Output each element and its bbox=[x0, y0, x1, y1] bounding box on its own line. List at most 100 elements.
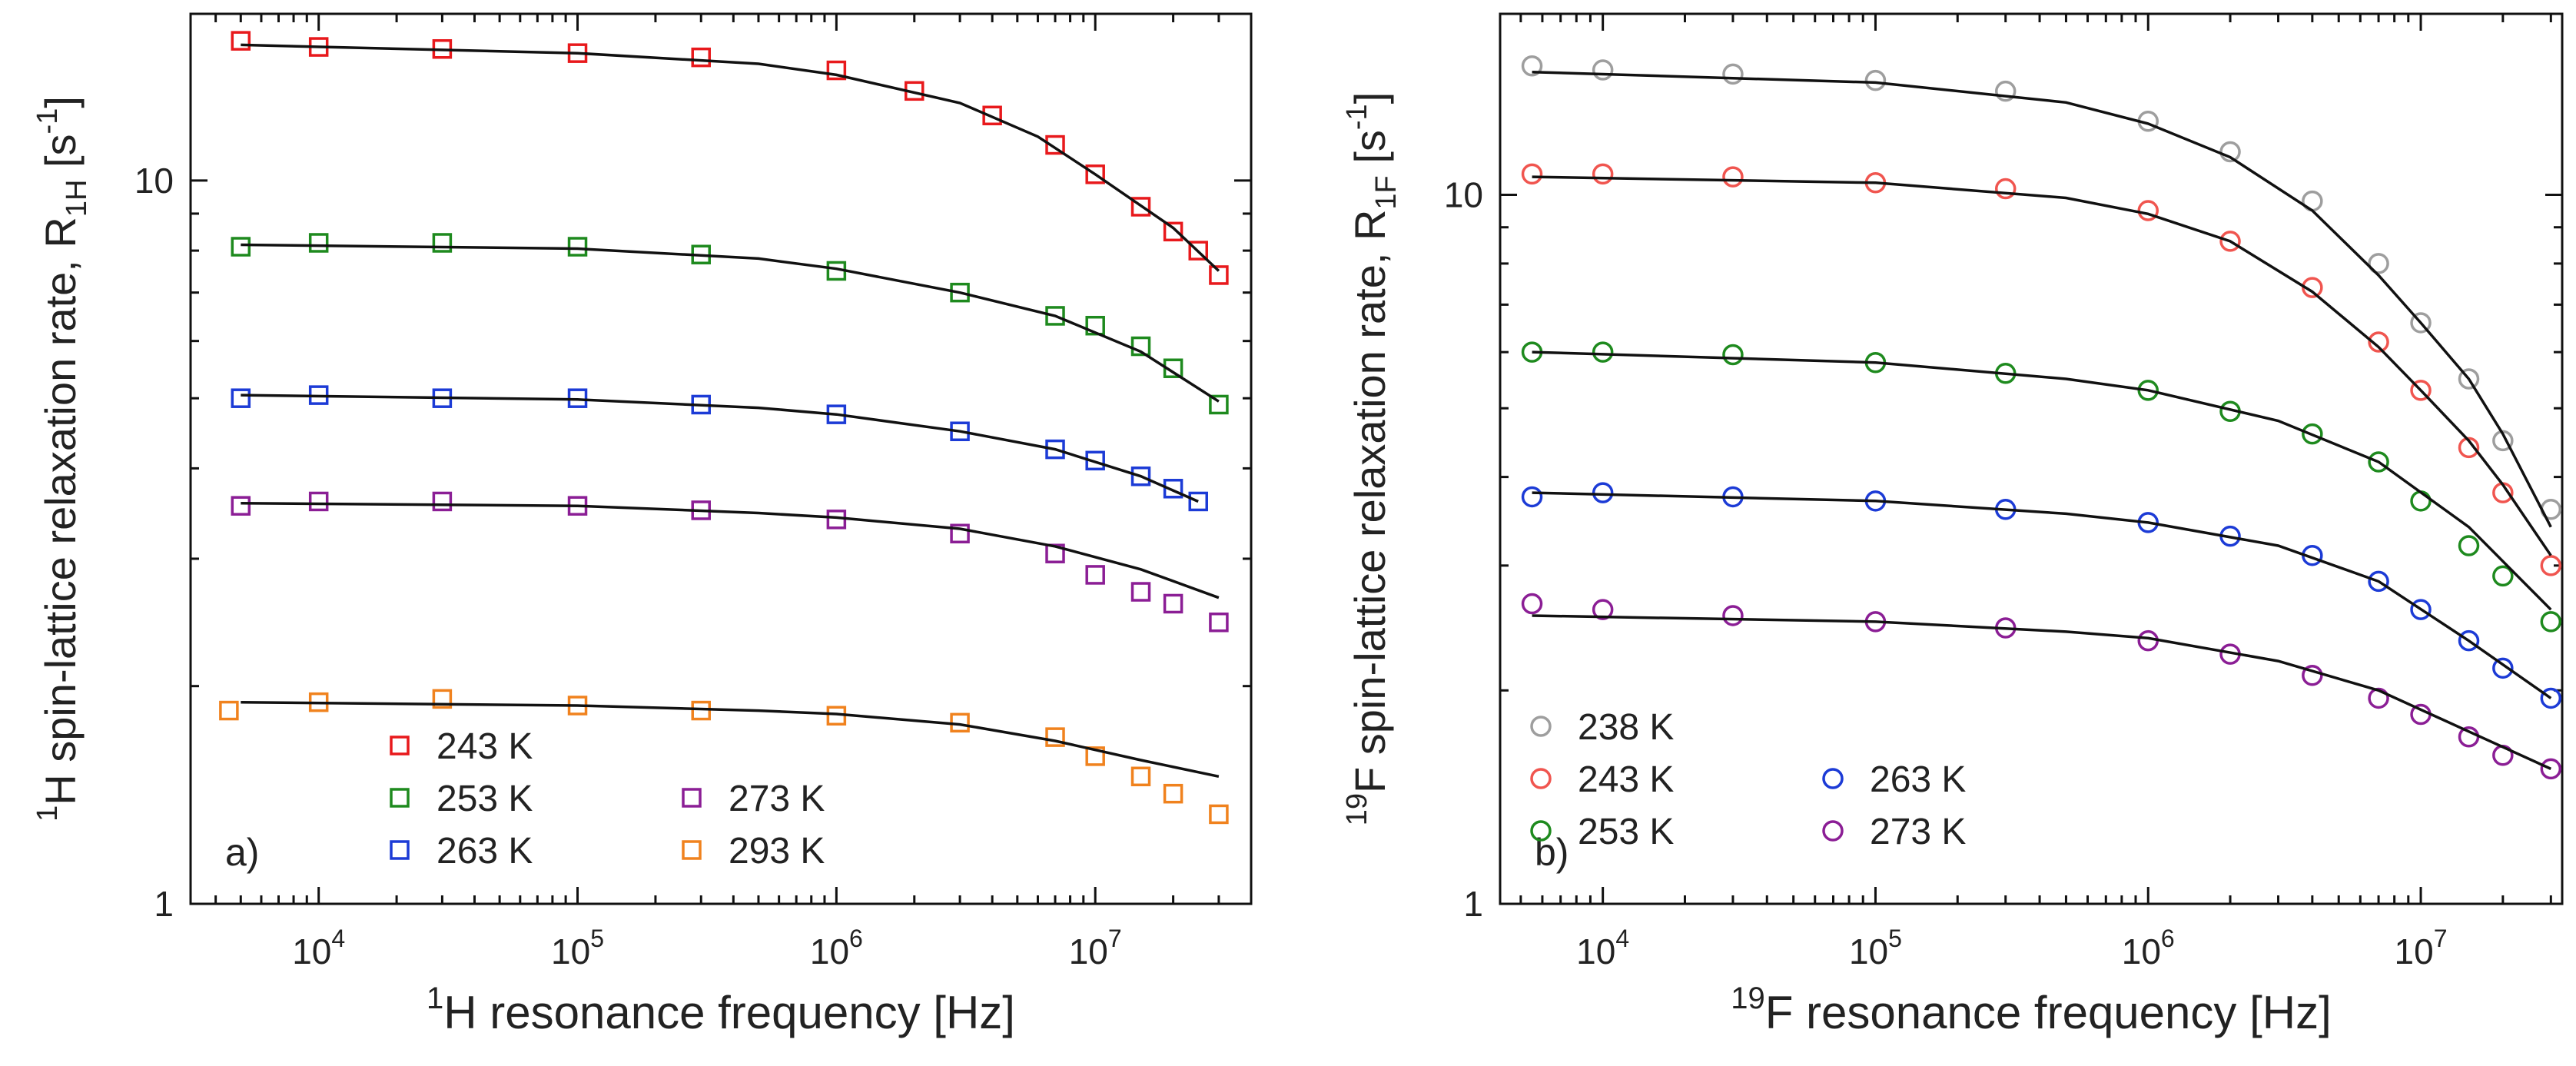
data-point bbox=[1209, 394, 1229, 415]
x-tick-label: 105 bbox=[551, 925, 604, 971]
data-point bbox=[2137, 629, 2159, 652]
data-point bbox=[2368, 331, 2389, 353]
fit-line bbox=[1532, 175, 2552, 556]
data-point bbox=[231, 237, 251, 257]
series-243-K bbox=[1521, 163, 2562, 576]
data-point bbox=[2219, 141, 2241, 163]
data-point bbox=[2458, 437, 2480, 459]
data-point bbox=[1592, 482, 1614, 503]
plot-frame bbox=[1499, 12, 2564, 905]
legend-item: 243 K bbox=[390, 726, 533, 767]
y-tick-label: 10 bbox=[134, 161, 174, 201]
legend-item: 253 K bbox=[390, 779, 533, 819]
data-point bbox=[1722, 63, 1744, 85]
data-point bbox=[1163, 221, 1183, 242]
data-point bbox=[2137, 200, 2159, 221]
x-tick-label: 104 bbox=[292, 925, 345, 971]
legend-item: 238 K bbox=[1530, 707, 1674, 748]
x-tick-label: 107 bbox=[2395, 925, 2448, 971]
x-axis-label: 1H resonance frequency [Hz] bbox=[427, 981, 1015, 1038]
data-point bbox=[1163, 783, 1183, 804]
data-point bbox=[2368, 570, 2389, 593]
data-point bbox=[1085, 565, 1105, 585]
legend-item: 273 K bbox=[1822, 812, 1966, 852]
fit-line bbox=[1532, 350, 2552, 611]
data-point bbox=[1722, 344, 1744, 366]
series-238-K bbox=[1521, 55, 2562, 520]
y-tick-label: 1 bbox=[154, 884, 174, 924]
chart-panel-a: 104 105 106 107 1 10 1H resonance frequency [H… bbox=[32, 12, 1253, 1038]
data-point bbox=[1592, 163, 1614, 185]
data-point bbox=[2540, 758, 2562, 780]
x-tick-label: 107 bbox=[1069, 925, 1122, 971]
data-point bbox=[1592, 599, 1614, 620]
series-253-K bbox=[231, 233, 1229, 415]
data-point bbox=[2492, 657, 2514, 679]
data-point bbox=[567, 237, 588, 257]
legend-marker bbox=[1530, 768, 1552, 789]
data-point bbox=[432, 689, 453, 709]
legend-label: 243 K bbox=[437, 726, 533, 767]
legend-label: 293 K bbox=[729, 831, 825, 872]
data-point bbox=[2302, 664, 2323, 686]
data-point bbox=[1045, 439, 1065, 460]
fit-line bbox=[241, 394, 1199, 503]
data-point bbox=[308, 491, 329, 512]
data-point bbox=[231, 388, 251, 408]
legend-label: 243 K bbox=[1578, 759, 1674, 800]
panel-label: a) bbox=[225, 831, 259, 874]
data-point bbox=[1209, 804, 1229, 825]
legend-label: 263 K bbox=[1870, 759, 1966, 800]
data-point bbox=[2492, 565, 2514, 587]
y-tick-label: 10 bbox=[1444, 174, 1483, 214]
legend: 243 K 253 K 263 K 273 K 293 K bbox=[390, 726, 825, 872]
data-point bbox=[826, 60, 847, 81]
y-tick-label: 1 bbox=[1463, 884, 1483, 924]
legend-label: 273 K bbox=[729, 779, 825, 819]
data-point bbox=[1209, 612, 1229, 633]
data-point bbox=[2540, 687, 2562, 709]
data-point bbox=[432, 233, 453, 253]
fit-line bbox=[241, 501, 1220, 599]
x-tick-label: 105 bbox=[1849, 925, 1902, 971]
fit-line bbox=[1532, 614, 2552, 770]
legend-marker bbox=[1530, 820, 1552, 842]
data-point bbox=[2540, 611, 2562, 633]
series-273-K bbox=[1521, 593, 2562, 780]
data-point bbox=[1188, 241, 1208, 261]
data-point bbox=[1130, 466, 1151, 487]
legend-item: 263 K bbox=[390, 831, 533, 872]
data-point bbox=[950, 282, 970, 303]
plot-frame bbox=[189, 12, 1253, 905]
legend-marker bbox=[682, 788, 702, 808]
series-253-K bbox=[1521, 341, 2562, 633]
legend-label: 238 K bbox=[1578, 707, 1674, 748]
data-point bbox=[1085, 746, 1105, 766]
data-point bbox=[1722, 166, 1744, 188]
fit-line bbox=[1532, 491, 2552, 699]
fit-line bbox=[1532, 70, 2552, 528]
data-point bbox=[2219, 231, 2241, 252]
data-point bbox=[1994, 178, 2017, 200]
data-point bbox=[2368, 687, 2389, 709]
legend-label: 253 K bbox=[1578, 812, 1674, 852]
x-tick-label: 106 bbox=[810, 925, 863, 971]
y-axis-label: 1H spin-lattice relaxation rate, R1H [s-… bbox=[32, 96, 93, 822]
data-point bbox=[982, 105, 1002, 126]
data-point bbox=[1130, 582, 1151, 602]
x-tick-label: 106 bbox=[2122, 925, 2175, 971]
data-point bbox=[2410, 490, 2432, 512]
data-point bbox=[1085, 315, 1105, 336]
data-point bbox=[1163, 479, 1183, 499]
data-point bbox=[1163, 593, 1183, 614]
data-point bbox=[2410, 599, 2432, 620]
data-point bbox=[1521, 163, 1543, 185]
series-273-K bbox=[231, 491, 1229, 633]
legend-marker bbox=[1530, 716, 1552, 737]
data-point bbox=[1592, 59, 1614, 81]
fit-line bbox=[241, 43, 1220, 272]
legend-marker bbox=[390, 840, 410, 860]
data-point bbox=[308, 233, 329, 253]
data-point bbox=[2458, 535, 2480, 556]
